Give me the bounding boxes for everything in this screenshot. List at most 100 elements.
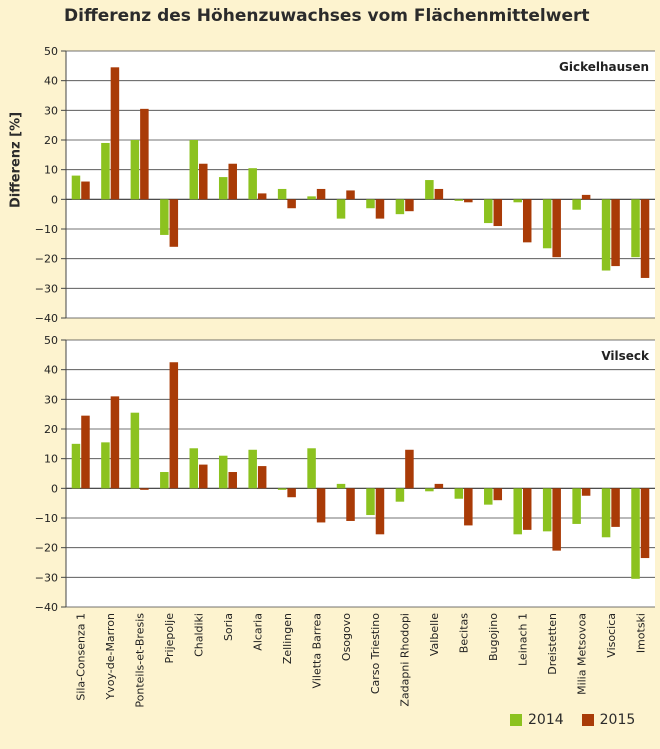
bar-2014 <box>513 199 522 203</box>
bar-2014 <box>248 449 257 489</box>
panel-title-1: Vilseck <box>601 349 650 363</box>
bar-2014 <box>395 199 405 215</box>
bar-2014 <box>484 488 493 505</box>
y-tick-label: −20 <box>35 253 58 266</box>
bar-2014 <box>336 199 346 219</box>
bar-2014 <box>601 488 611 538</box>
bar-2014 <box>572 199 581 210</box>
y-tick-label: −10 <box>35 512 58 525</box>
bar-2014 <box>71 175 81 200</box>
bar-2014 <box>277 188 287 200</box>
bar-2015 <box>464 488 473 526</box>
bar-2014 <box>513 488 522 535</box>
bar-2015 <box>346 488 355 521</box>
bar-2014 <box>425 180 434 200</box>
bar-2015 <box>581 488 591 496</box>
bar-2015 <box>405 449 414 489</box>
bar-2015 <box>464 199 473 203</box>
bar-2014 <box>631 488 640 579</box>
bar-2015 <box>640 199 650 278</box>
bar-2014 <box>189 448 199 489</box>
y-tick-label: 20 <box>44 134 58 147</box>
bar-2015 <box>375 199 385 219</box>
bar-2015 <box>110 67 120 200</box>
bar-2014 <box>307 196 316 200</box>
y-tick-label: 10 <box>44 164 58 177</box>
x-tick-label: Imotski <box>634 613 647 653</box>
legend-label-2015: 2015 <box>599 712 636 728</box>
bar-2014 <box>248 168 257 200</box>
bar-2015 <box>81 415 90 489</box>
x-tick-label: Visocica <box>605 613 618 658</box>
bar-2014 <box>307 448 316 489</box>
bar-2015 <box>140 108 149 200</box>
bar-2014 <box>189 140 199 200</box>
bar-2014 <box>101 442 110 489</box>
x-tick-label: Osogovo <box>340 613 353 661</box>
bar-2014 <box>601 199 611 271</box>
bar-2015 <box>316 488 326 523</box>
bar-2015 <box>552 488 561 551</box>
bar-2014 <box>542 488 552 532</box>
panel-title-0: Gickelhausen <box>559 60 649 74</box>
bar-2014 <box>425 488 434 492</box>
x-tick-label: Viletta Barrea <box>310 613 323 688</box>
y-tick-label: 30 <box>44 393 58 406</box>
bar-2015 <box>522 488 532 530</box>
bar-2014 <box>218 455 228 489</box>
x-tick-label: Carso Triestino <box>369 613 382 694</box>
bar-2015 <box>316 188 326 200</box>
y-tick-label: −40 <box>35 601 58 614</box>
x-tick-label: Becitas <box>458 613 471 653</box>
y-tick-label: −20 <box>35 542 58 555</box>
x-tick-label: Bugojino <box>487 613 500 661</box>
bar-2015 <box>228 472 237 489</box>
plot-area-1 <box>66 340 655 607</box>
x-tick-label: Ponteils-et-Bresis <box>134 613 147 708</box>
y-tick-label: 50 <box>44 334 58 347</box>
bar-2015 <box>493 199 503 227</box>
x-tick-label: Sila-Consenza 1 <box>75 613 88 701</box>
bar-2014 <box>395 488 405 502</box>
bar-2015 <box>169 199 179 247</box>
bar-2015 <box>169 362 179 489</box>
legend-item-2014: 2014 <box>510 712 564 728</box>
x-tick-label: Milia Metsovoa <box>575 613 588 695</box>
bar-2015 <box>611 199 620 267</box>
y-tick-label: −10 <box>35 223 58 236</box>
bar-2015 <box>257 193 267 200</box>
x-tick-label: Prijepolje <box>163 613 176 664</box>
bar-2014 <box>130 412 140 489</box>
bar-2015 <box>405 199 414 212</box>
x-tick-label: Valbelle <box>428 613 441 656</box>
bar-2015 <box>640 488 650 559</box>
bar-2015 <box>199 163 208 200</box>
y-tick-label: 20 <box>44 423 58 436</box>
y-tick-label: 10 <box>44 453 58 466</box>
bar-2014 <box>71 443 81 489</box>
bar-2014 <box>631 199 640 258</box>
bar-2015 <box>110 396 120 489</box>
y-tick-label: 50 <box>44 45 58 58</box>
bar-2014 <box>454 488 464 499</box>
y-tick-label: 30 <box>44 104 58 117</box>
bar-2014 <box>218 177 228 200</box>
x-tick-label: Leinach 1 <box>516 613 529 666</box>
legend-label-2014: 2014 <box>528 712 564 728</box>
bar-2015 <box>493 488 503 501</box>
bar-2014 <box>160 199 169 235</box>
bar-2015 <box>375 488 385 535</box>
bar-2015 <box>287 199 296 209</box>
bar-2015 <box>346 190 355 200</box>
chart-title: Differenz des Höhenzuwachses vom Flächen… <box>64 6 590 26</box>
x-tick-label: Alcaria <box>251 613 264 651</box>
bar-2015 <box>81 181 90 200</box>
bar-2014 <box>277 488 287 490</box>
x-tick-label: Chaldiki <box>193 613 206 657</box>
bar-2014 <box>366 488 375 516</box>
y-tick-label: −40 <box>35 312 58 325</box>
bar-2014 <box>160 472 169 489</box>
bar-2014 <box>336 483 346 489</box>
x-tick-label: Soria <box>222 613 235 641</box>
